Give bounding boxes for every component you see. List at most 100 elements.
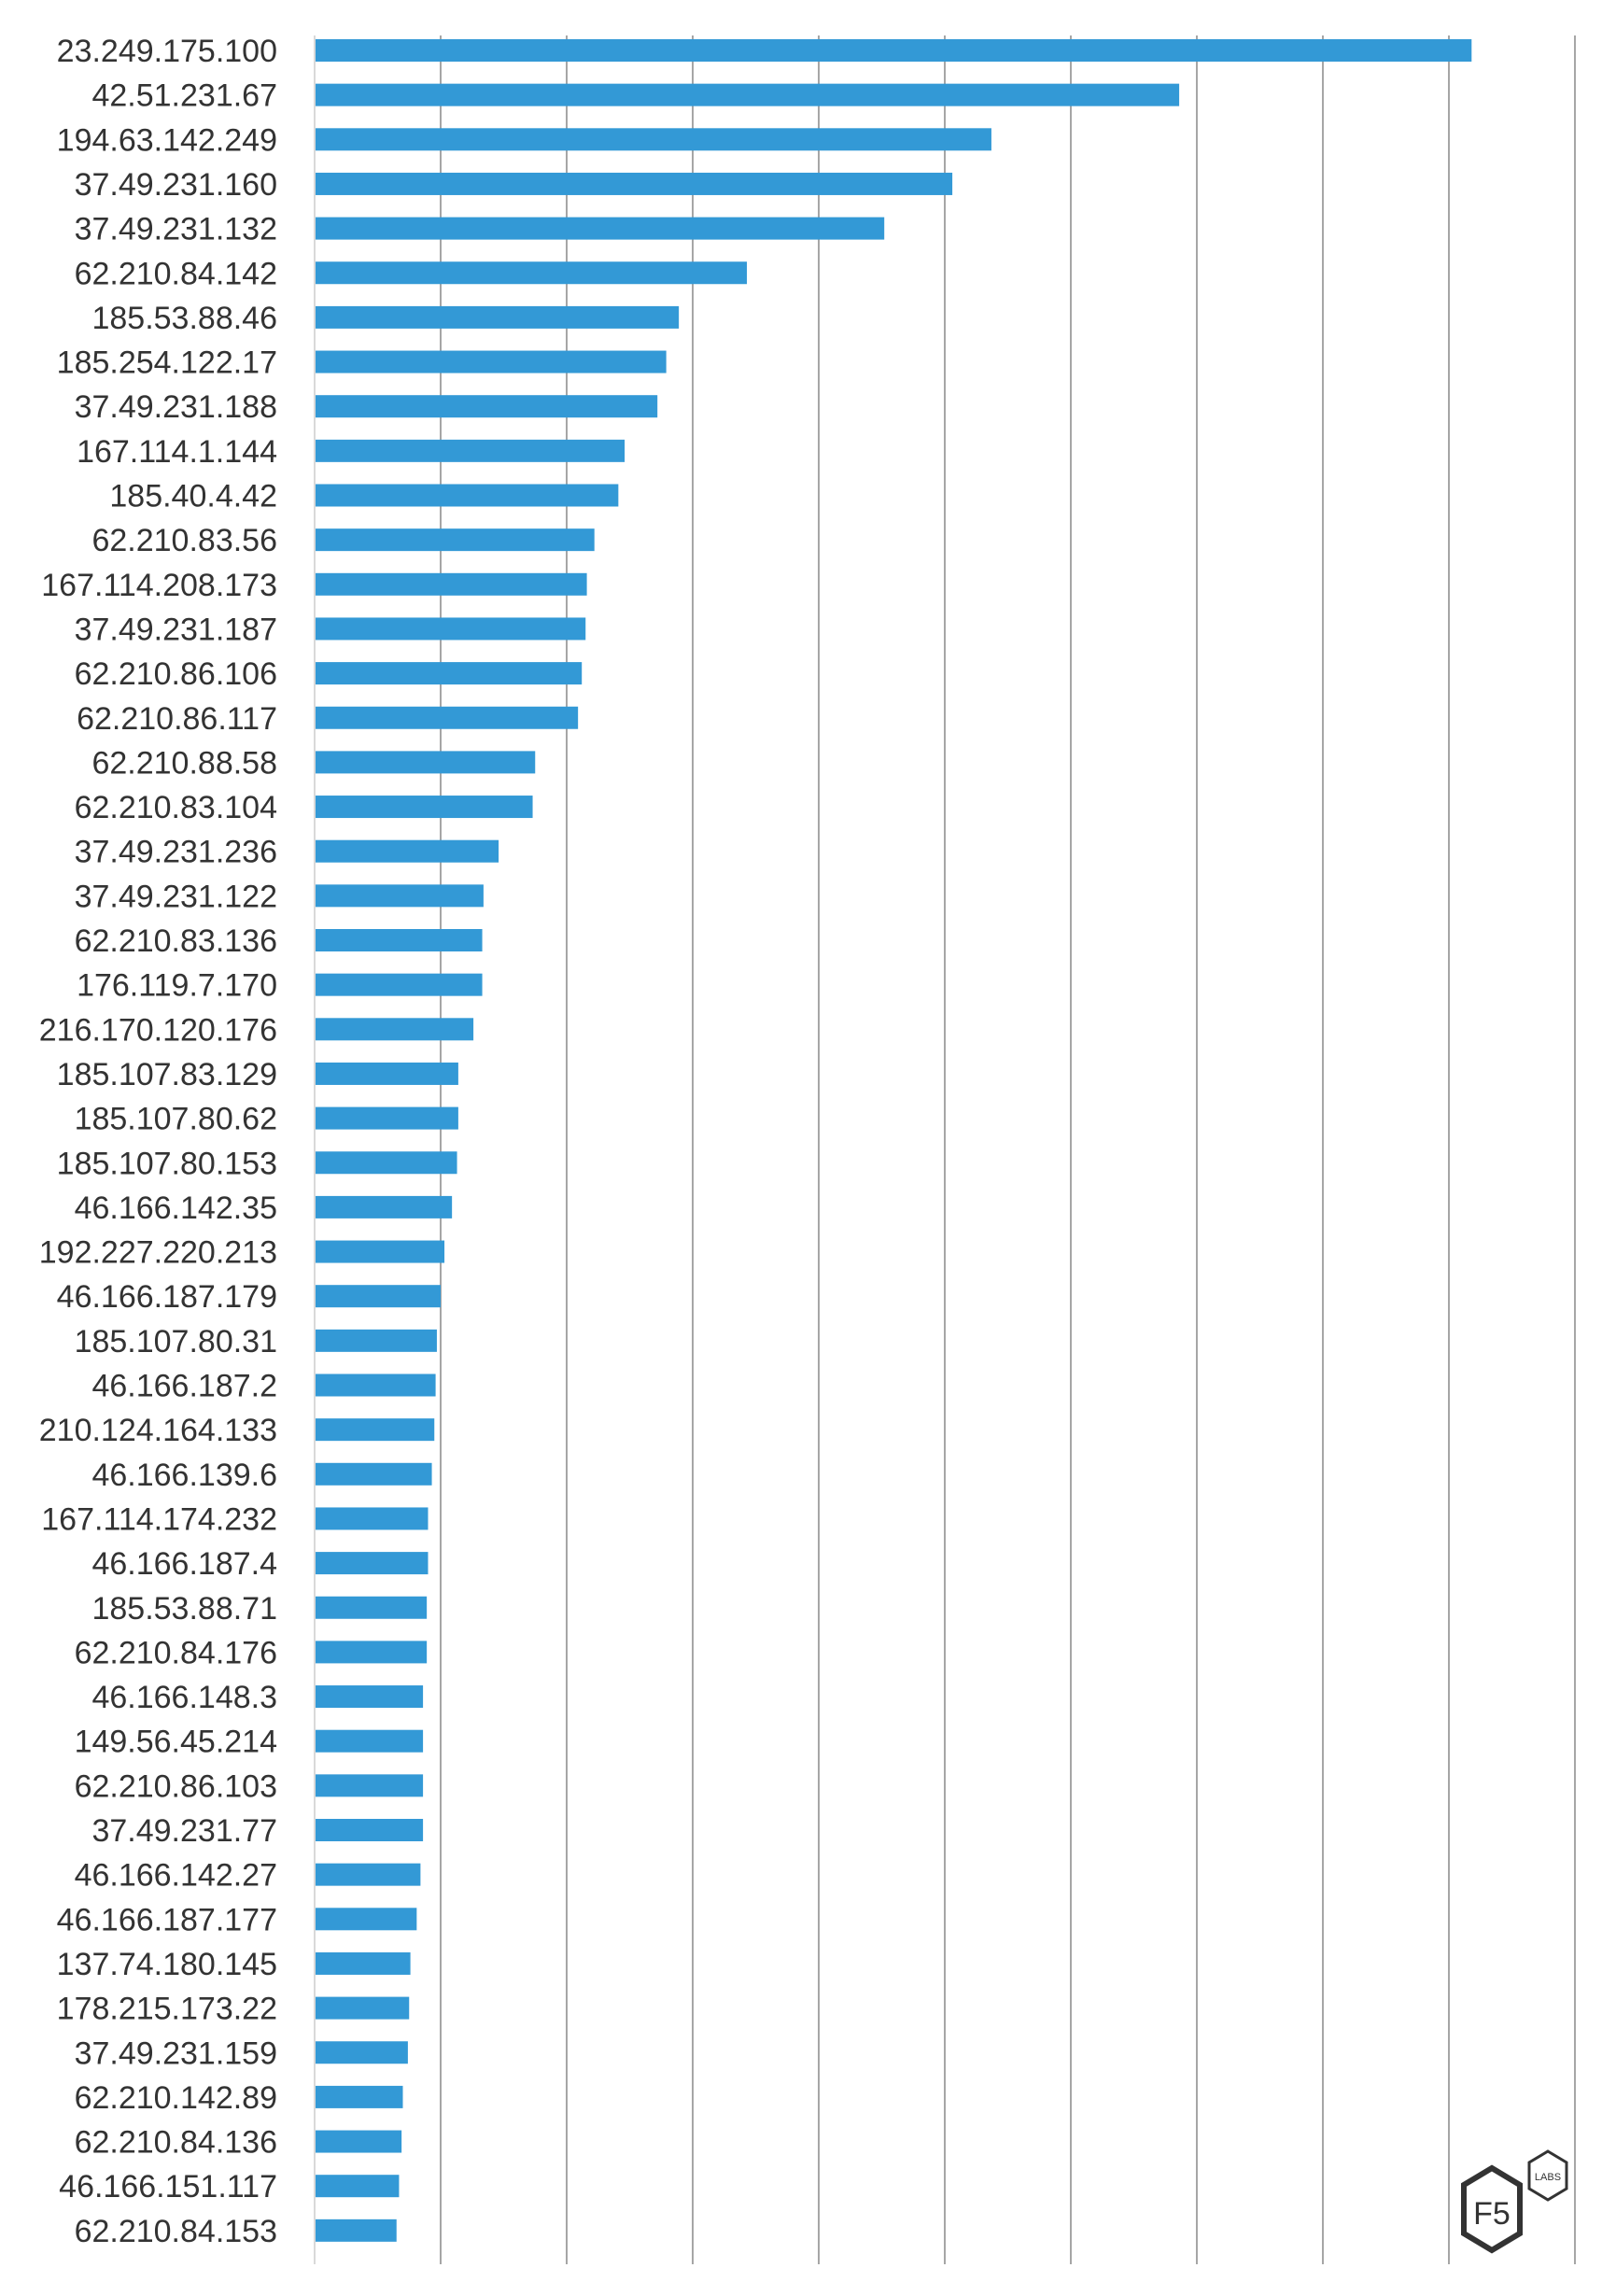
bar [315,2130,402,2153]
bar [315,1240,445,1263]
category-label: 62.210.86.103 [75,1768,277,1804]
category-label: 167.114.1.144 [77,434,277,470]
bar [315,1285,441,1308]
bar [315,172,953,195]
category-label: 176.119.7.170 [77,968,277,1004]
category-label: 185.53.88.71 [91,1591,277,1627]
category-label: 185.254.122.17 [57,345,277,381]
category-label: 62.210.84.153 [75,2214,277,2249]
category-label: 185.107.80.62 [75,1102,277,1137]
bar [315,662,583,685]
category-labels: 23.249.175.100 42.51.231.67 194.63.142.249… [39,34,277,2249]
bar [315,617,586,641]
bar [315,1729,424,1753]
bar [315,839,499,863]
f5-labs-logo: F5 LABS [1461,2149,1568,2254]
bar [315,973,483,996]
bar [315,1819,424,1841]
category-label: 37.49.231.187 [75,612,277,647]
category-label: 192.227.220.213 [39,1235,277,1271]
bar [315,1641,428,1664]
bar [315,2041,408,2064]
category-label: 37.49.231.159 [75,2035,277,2071]
category-label: 46.166.139.6 [91,1458,277,1493]
bar [315,1996,410,2020]
bar [315,217,885,240]
category-label: 37.49.231.132 [75,212,277,247]
bar [315,1462,432,1486]
category-label: 185.107.80.153 [57,1146,277,1181]
bar [315,1685,424,1709]
bar [315,484,619,507]
bar [315,1329,437,1352]
category-label: 62.210.83.136 [75,923,277,959]
bar [315,1552,429,1575]
category-label: 62.210.86.117 [77,701,277,737]
bar [315,2085,403,2108]
category-label: 137.74.180.145 [57,1947,277,1982]
category-label: 210.124.164.133 [39,1413,277,1448]
bar [315,1863,421,1886]
category-label: 62.210.142.89 [75,2080,277,2116]
bar [315,1018,474,1041]
category-label: 42.51.231.67 [91,78,277,114]
category-label: 185.107.83.129 [57,1057,277,1092]
bar [315,128,991,151]
category-label: 23.249.175.100 [57,34,277,69]
bar [315,1151,457,1175]
category-label: 62.210.86.106 [75,656,277,692]
category-label: 37.49.231.236 [75,835,277,870]
bar [315,1418,435,1442]
bar [315,350,667,373]
category-label: 46.166.148.3 [91,1680,277,1715]
category-label: 62.210.88.58 [91,745,277,781]
bar [315,1373,436,1397]
bar [315,2175,400,2198]
category-label: 185.107.80.31 [75,1324,277,1359]
bar [315,83,1180,106]
logo-badge-hexagon-icon [1527,2149,1568,2202]
category-label: 46.166.187.179 [57,1279,277,1315]
category-label: 62.210.83.104 [75,790,277,825]
bars [315,39,1472,2242]
bar [315,1774,424,1797]
category-label: 46.166.151.117 [59,2169,277,2204]
bar [315,929,483,951]
bar [315,261,748,285]
category-label: 46.166.187.177 [57,1902,277,1937]
bar [315,706,579,729]
category-label: 37.49.231.188 [75,389,277,425]
bar [315,395,658,418]
bar [315,884,484,908]
bar [315,796,533,819]
category-label: 37.49.231.77 [91,1813,277,1849]
bar [315,2219,397,2242]
category-label: 149.56.45.214 [75,1725,277,1760]
category-label: 46.166.142.35 [75,1190,277,1226]
category-label: 216.170.120.176 [39,1012,277,1048]
bar [315,1106,458,1130]
bar [315,1062,458,1085]
bar [315,1951,411,1975]
bar [315,1596,428,1619]
logo-main-text: F5 [1473,2196,1511,2232]
bar [315,528,595,552]
bar [315,305,680,329]
logo-badge-text: LABS [1535,2172,1561,2183]
category-label: 178.215.173.22 [57,1992,277,2027]
category-label: 62.210.84.142 [75,256,277,291]
category-label: 37.49.231.122 [75,879,277,914]
bar [315,1195,453,1218]
category-label: 46.166.187.2 [91,1369,277,1404]
category-label: 37.49.231.160 [75,167,277,203]
bar [315,39,1472,62]
category-label: 62.210.84.176 [75,1635,277,1670]
bar [315,439,625,462]
bar [315,751,536,774]
bar [315,572,587,596]
bar [315,1507,429,1530]
category-label: 185.53.88.46 [91,301,277,336]
category-label: 46.166.187.4 [91,1546,277,1582]
category-label: 194.63.142.249 [57,122,277,158]
